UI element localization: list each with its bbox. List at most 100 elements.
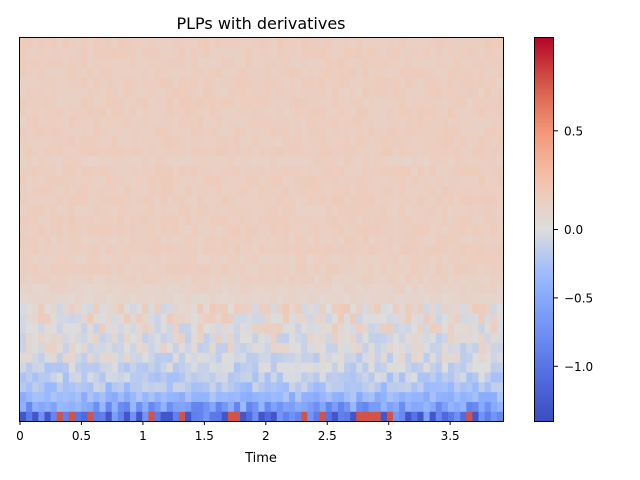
heatmap-cell bbox=[337, 175, 345, 186]
heatmap-cell bbox=[423, 371, 431, 383]
heatmap-cell bbox=[166, 47, 174, 59]
heatmap-cell bbox=[362, 38, 370, 49]
heatmap-cell bbox=[454, 234, 461, 245]
heatmap-cell bbox=[325, 332, 333, 344]
heatmap-cell bbox=[215, 38, 223, 49]
heatmap-cell bbox=[215, 224, 223, 236]
heatmap-cell bbox=[93, 381, 101, 393]
heatmap-cell bbox=[81, 224, 88, 236]
heatmap-cell bbox=[435, 155, 443, 167]
heatmap-cell bbox=[227, 283, 235, 294]
heatmap-cell bbox=[105, 234, 113, 245]
heatmap-cell bbox=[344, 332, 351, 344]
heatmap-cell bbox=[386, 126, 394, 137]
heatmap-cell bbox=[270, 352, 278, 363]
heatmap-cell bbox=[246, 332, 253, 344]
heatmap-cell bbox=[276, 87, 284, 98]
heatmap-cell bbox=[441, 322, 449, 334]
heatmap-cell bbox=[62, 146, 70, 157]
heatmap-cell bbox=[142, 283, 149, 294]
heatmap-cell bbox=[93, 312, 101, 324]
heatmap-cell bbox=[417, 332, 425, 344]
heatmap-cell bbox=[484, 195, 492, 206]
heatmap-cell bbox=[386, 293, 394, 304]
heatmap-cell bbox=[331, 371, 339, 383]
heatmap-cell bbox=[386, 303, 394, 314]
heatmap-cell bbox=[172, 234, 180, 245]
heatmap-cell bbox=[301, 293, 308, 304]
heatmap-cell bbox=[148, 175, 156, 186]
heatmap-cell bbox=[117, 283, 125, 294]
heatmap-cell bbox=[246, 411, 253, 422]
heatmap-cell bbox=[435, 332, 443, 344]
heatmap-cell bbox=[295, 126, 302, 137]
heatmap-cell bbox=[50, 273, 58, 285]
heatmap-cell bbox=[38, 244, 46, 255]
heatmap-cell bbox=[75, 87, 82, 98]
heatmap-cell bbox=[148, 263, 156, 275]
heatmap-cell bbox=[20, 175, 27, 186]
heatmap-cell bbox=[466, 87, 474, 98]
heatmap-cell bbox=[56, 96, 64, 108]
heatmap-cell bbox=[319, 391, 327, 402]
heatmap-cell bbox=[32, 381, 39, 393]
heatmap-cell bbox=[466, 244, 474, 255]
heatmap-cell bbox=[221, 362, 229, 373]
heatmap-cell bbox=[99, 136, 107, 147]
heatmap-cell bbox=[32, 146, 39, 157]
heatmap-cell bbox=[496, 195, 504, 206]
heatmap-cell bbox=[411, 283, 418, 294]
heatmap-cell bbox=[276, 185, 284, 196]
heatmap-cell bbox=[62, 195, 70, 206]
heatmap-cell bbox=[111, 263, 119, 275]
heatmap-cell bbox=[142, 146, 149, 157]
heatmap-cell bbox=[435, 391, 443, 402]
heatmap-cell bbox=[460, 204, 467, 216]
heatmap-cell bbox=[331, 283, 339, 294]
heatmap-cell bbox=[307, 136, 315, 147]
heatmap-cell bbox=[87, 391, 94, 402]
heatmap-cell bbox=[209, 362, 217, 373]
heatmap-cell bbox=[240, 332, 247, 344]
heatmap-cell bbox=[32, 87, 39, 98]
heatmap-cell bbox=[160, 352, 168, 363]
heatmap-cell bbox=[295, 96, 302, 108]
heatmap-cell bbox=[496, 332, 504, 344]
heatmap-cell bbox=[319, 204, 327, 216]
heatmap-cell bbox=[197, 57, 205, 69]
heatmap-cell bbox=[56, 165, 64, 177]
heatmap-cell bbox=[460, 126, 467, 137]
heatmap-cell bbox=[356, 146, 363, 157]
heatmap-cell bbox=[423, 352, 431, 363]
heatmap-cell bbox=[484, 155, 492, 167]
heatmap-cell bbox=[344, 155, 351, 167]
heatmap-cell bbox=[399, 263, 406, 275]
heatmap-cell bbox=[160, 254, 168, 265]
heatmap-cell bbox=[405, 411, 412, 422]
heatmap-cell bbox=[441, 106, 449, 118]
heatmap-cell bbox=[233, 332, 241, 344]
heatmap-cell bbox=[227, 155, 235, 167]
heatmap-cell bbox=[356, 214, 363, 226]
heatmap-cell bbox=[111, 146, 119, 157]
heatmap-cell bbox=[276, 244, 284, 255]
heatmap-cell bbox=[472, 38, 480, 49]
heatmap-cell bbox=[307, 401, 315, 412]
heatmap-cell bbox=[478, 47, 486, 59]
heatmap-cell bbox=[221, 303, 229, 314]
heatmap-cell bbox=[166, 322, 174, 334]
heatmap-cell bbox=[472, 106, 480, 118]
heatmap-cell bbox=[203, 185, 211, 196]
heatmap-cell bbox=[32, 244, 39, 255]
heatmap-cell bbox=[435, 38, 443, 49]
heatmap-cell bbox=[496, 47, 504, 59]
heatmap-cell bbox=[166, 352, 174, 363]
heatmap-cell bbox=[148, 165, 156, 177]
heatmap-cell bbox=[496, 263, 504, 275]
heatmap-cell bbox=[56, 371, 64, 383]
heatmap-cell bbox=[75, 214, 82, 226]
heatmap-cell bbox=[435, 57, 443, 69]
heatmap-cell bbox=[276, 165, 284, 177]
heatmap-cell bbox=[258, 224, 266, 236]
colorbar-tick-label: −1.0 bbox=[564, 360, 593, 374]
